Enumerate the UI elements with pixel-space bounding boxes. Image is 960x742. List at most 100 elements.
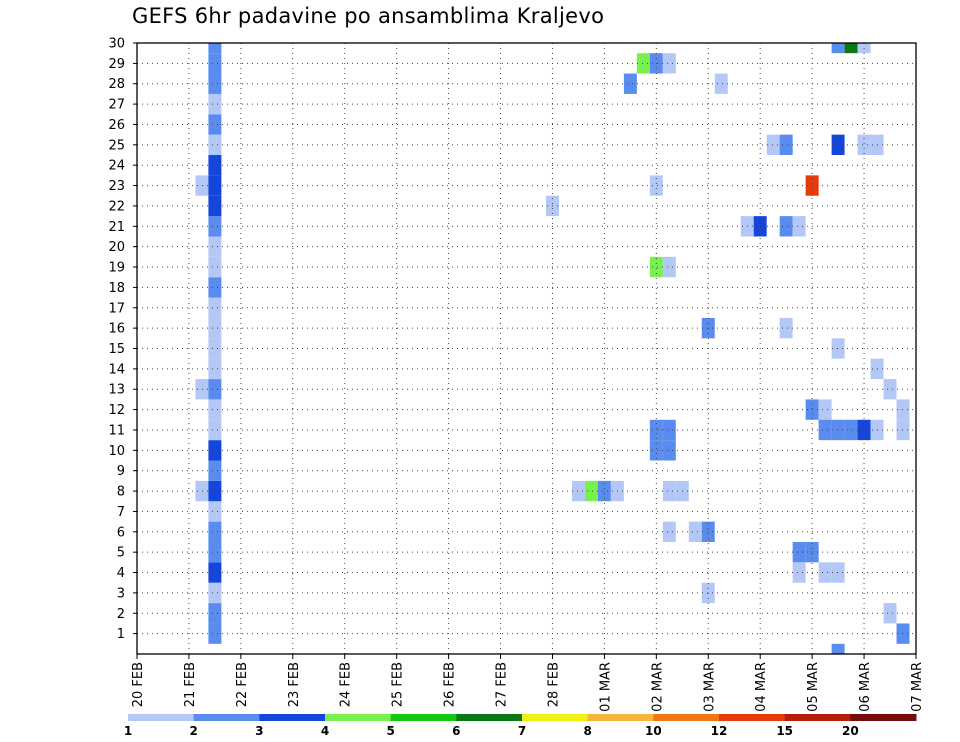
colorbar-label: 1 — [124, 724, 132, 738]
y-tick-label: 8 — [117, 485, 125, 500]
heatmap-cell — [896, 419, 910, 441]
heatmap-cell — [831, 643, 845, 654]
heatmap-cell — [208, 134, 222, 156]
x-tick-label: 05 MAR — [806, 662, 821, 712]
colorbar-segment — [456, 714, 523, 721]
colorbar-label: 20 — [842, 724, 859, 738]
heatmap-cell — [701, 582, 715, 604]
heatmap-cell — [195, 480, 209, 502]
heatmap-cell — [766, 134, 780, 156]
colorbar-segment — [850, 714, 917, 721]
heatmap-cell — [597, 480, 611, 502]
y-tick-label: 26 — [108, 118, 125, 133]
heatmap-cell — [208, 195, 222, 217]
x-tick-label: 27 FEB — [495, 662, 510, 707]
colorbar-label: 15 — [776, 724, 793, 738]
x-tick-label: 06 MAR — [858, 662, 873, 712]
x-tick-label: 28 FEB — [546, 662, 561, 707]
heatmap-cell — [662, 53, 676, 74]
colorbar-segment — [390, 714, 457, 721]
heatmap-cell — [844, 419, 858, 441]
heatmap-cell — [662, 419, 676, 441]
y-tick-label: 12 — [108, 403, 125, 418]
heatmap-cell — [208, 480, 222, 502]
heatmap-cell — [831, 338, 845, 359]
colorbar-segment — [259, 714, 326, 721]
heatmap-cell — [818, 419, 832, 441]
heatmap-cell — [208, 623, 222, 644]
colorbar-label: 6 — [452, 724, 460, 738]
heatmap-cell — [208, 216, 222, 237]
y-tick-label: 17 — [108, 301, 125, 316]
heatmap-cell — [208, 175, 222, 196]
heatmap-cell — [714, 73, 728, 94]
heatmap-cell — [857, 419, 871, 441]
colorbar-segment — [653, 714, 720, 721]
heatmap-cell — [649, 440, 663, 461]
colorbar-label: 5 — [386, 724, 394, 738]
y-tick-label: 18 — [108, 281, 125, 296]
heatmap-cell — [883, 379, 897, 400]
heatmap-cell — [208, 460, 222, 481]
heatmap-cell — [208, 521, 222, 542]
heatmap-cell — [688, 521, 702, 542]
colorbar-segment — [719, 714, 786, 721]
heatmap-cell — [208, 338, 222, 359]
heatmap-cell — [208, 399, 222, 420]
x-tick-label: 02 MAR — [650, 662, 665, 712]
heatmap-cell — [208, 53, 222, 74]
heatmap-cell — [792, 216, 806, 237]
x-tick-label: 24 FEB — [339, 662, 354, 707]
heatmap-cell — [857, 134, 871, 156]
x-tick-label: 22 FEB — [235, 662, 250, 707]
colorbar-segment — [587, 714, 654, 721]
colorbar-segment — [128, 714, 195, 721]
colorbar-label: 3 — [255, 724, 263, 738]
heatmap-cell — [636, 53, 650, 74]
y-tick-label: 11 — [108, 423, 125, 438]
y-tick-label: 20 — [108, 240, 125, 255]
y-tick-label: 25 — [108, 138, 125, 153]
heatmap-cell — [208, 277, 222, 298]
x-tick-label: 23 FEB — [287, 662, 302, 707]
colorbar-segment — [522, 714, 589, 721]
heatmap-cell — [818, 562, 832, 583]
heatmap-cell — [649, 419, 663, 441]
y-tick-label: 28 — [108, 77, 125, 92]
heatmap-cell — [792, 541, 806, 563]
grid-layer — [137, 43, 916, 654]
axis-layer: 1234567891011121314151617181920212223242… — [108, 37, 925, 712]
y-tick-label: 23 — [108, 179, 125, 194]
y-tick-label: 19 — [108, 261, 125, 276]
heatmap-cell — [831, 134, 845, 156]
heatmap-cell — [883, 603, 897, 624]
y-tick-label: 21 — [108, 220, 125, 235]
heatmap-cell — [584, 480, 598, 502]
heatmap-cell — [195, 379, 209, 400]
y-tick-label: 1 — [117, 627, 125, 642]
heatmap-cell — [208, 562, 222, 583]
heatmap-cell — [208, 93, 222, 115]
heatmap-cell — [844, 43, 858, 54]
colorbar-label: 12 — [711, 724, 728, 738]
x-tick-label: 21 FEB — [183, 662, 198, 707]
heatmap-cell — [831, 419, 845, 441]
x-tick-label: 26 FEB — [443, 662, 458, 707]
y-tick-label: 13 — [108, 383, 125, 398]
heatmap-cell — [208, 297, 222, 318]
heatmap-cell — [662, 521, 676, 542]
x-tick-label: 01 MAR — [598, 662, 613, 712]
heatmap-cell — [208, 541, 222, 563]
heatmap-cell — [779, 216, 793, 237]
y-tick-label: 29 — [108, 57, 125, 72]
y-tick-label: 4 — [117, 566, 125, 581]
y-tick-label: 15 — [108, 342, 125, 357]
heatmap-cell — [623, 73, 637, 94]
heatmap-cell — [208, 603, 222, 624]
colorbar-segment — [325, 714, 392, 721]
heatmap-cell — [779, 134, 793, 156]
y-tick-label: 22 — [108, 199, 125, 214]
heatmap-cell — [662, 256, 676, 278]
heatmap-cell — [195, 175, 209, 196]
